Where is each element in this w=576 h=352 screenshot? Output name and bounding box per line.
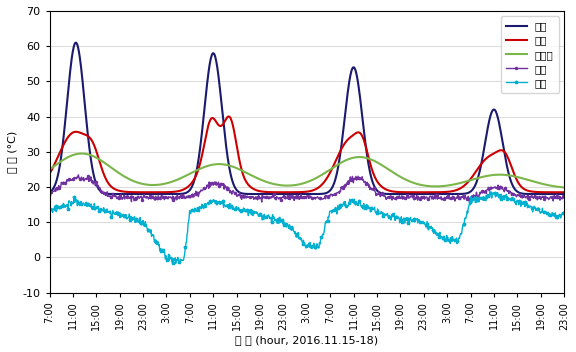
외부 [172,261,179,265]
외부 [400,217,407,221]
내부 [255,195,262,199]
내부 [457,195,464,199]
외부 [448,236,454,240]
축열재 [273,182,280,187]
축열재 [448,183,454,187]
집열 [273,192,280,196]
외부 [487,190,494,194]
내부 [560,195,567,199]
방열 [457,186,464,190]
집열 [400,192,407,196]
내부 [75,173,82,177]
Line: 외부: 외부 [48,190,566,265]
Line: 집열: 집열 [50,43,564,194]
외부 [46,207,53,211]
Y-axis label: 온 도 (°C): 온 도 (°C) [7,131,17,173]
외부 [255,213,262,218]
집열 [457,192,464,196]
축열재 [78,151,85,156]
방열 [98,167,105,171]
내부 [99,189,106,193]
방열 [400,190,407,194]
Legend: 집열, 방열, 축열재, 내부, 외부: 집열, 방열, 축열재, 내부, 외부 [501,16,559,93]
방열 [560,190,567,194]
방열 [273,190,280,194]
축열재 [457,181,464,185]
축열재 [46,168,53,172]
축열재 [99,159,106,164]
내부 [274,195,281,200]
외부 [457,232,464,236]
내부 [46,190,53,194]
Line: 축열재: 축열재 [50,153,564,188]
축열재 [400,176,407,181]
집열 [448,192,454,196]
집열 [46,190,53,194]
방열 [255,189,262,193]
내부 [448,196,455,200]
외부 [98,208,105,212]
집열 [560,192,567,196]
X-axis label: 시 간 (hour, 2016.11.15-18): 시 간 (hour, 2016.11.15-18) [235,335,378,345]
내부 [258,200,265,204]
Line: 내부: 내부 [48,174,565,203]
방열 [225,114,232,119]
축열재 [560,186,567,190]
집열 [99,190,106,195]
외부 [560,210,567,214]
내부 [400,195,407,199]
방열 [46,172,53,176]
축열재 [255,176,262,181]
외부 [273,220,280,224]
방열 [448,189,454,194]
집열 [255,192,262,196]
집열 [73,40,79,45]
Line: 방열: 방열 [50,117,564,192]
